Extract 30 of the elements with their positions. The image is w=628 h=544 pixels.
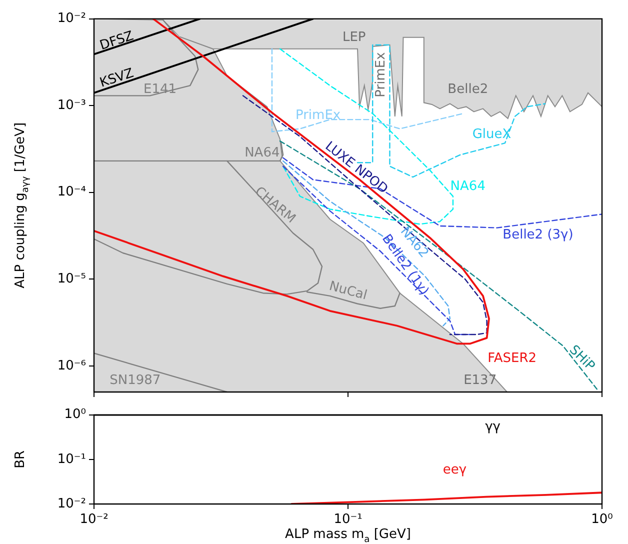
series-label: NA64 [244,146,280,161]
y-axis-title: BR [13,450,28,468]
y-tick-label: 10⁻² [57,11,86,26]
y-tick-label: 10⁻⁵ [57,271,86,286]
series-label: eeγ [442,462,467,478]
annotation: E137 [464,373,497,388]
text: DFSZ [98,28,136,54]
text: KSVZ [98,66,136,91]
text: NuCal [327,278,369,304]
annotation: Belle2 [448,82,488,98]
x-tick-label: 10⁻¹ [334,512,362,528]
series-label: E141 [144,82,177,98]
series-label: SN1987 [110,373,161,388]
y-tick-label: 10⁻⁶ [57,358,86,374]
annotation: LEP [342,30,366,45]
x-tick-label: 10⁻² [80,512,108,528]
y-tick-label: 10⁻³ [57,98,86,113]
series-label: γγ [485,420,501,435]
series-label: Belle2 (3γ) [502,228,574,243]
y-tick-label: 10⁻¹ [57,452,86,467]
y-axis-title: ALP coupling gaγγ [1/GeV] [13,122,31,288]
series-label: FASER2 [488,350,537,366]
x-tick-label: 10⁰ [591,512,613,528]
series-label: PrimEx [295,108,341,124]
series-label: GlueX [472,126,512,142]
series-label: NA64 [450,179,486,194]
y-tick-label: 10⁰ [64,407,86,422]
y-tick-label: 10⁻² [57,496,86,512]
annotation: PrimEx [373,52,388,98]
y-tick-label: 10⁻⁴ [57,184,86,200]
